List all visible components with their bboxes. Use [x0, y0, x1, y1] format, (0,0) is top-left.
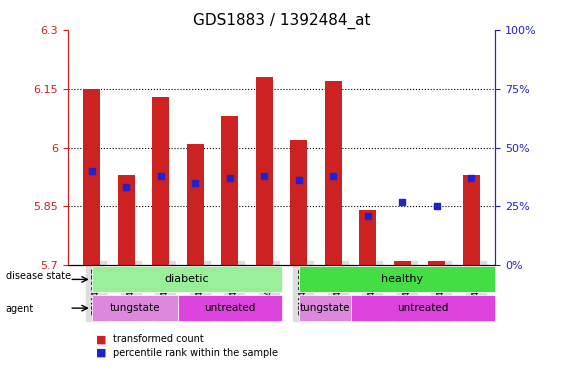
FancyBboxPatch shape [299, 267, 495, 292]
Point [156, 173, 165, 179]
Text: ■: ■ [96, 348, 106, 357]
Text: untreated: untreated [397, 303, 449, 313]
FancyBboxPatch shape [92, 295, 178, 321]
Point [122, 184, 131, 190]
FancyBboxPatch shape [351, 295, 495, 321]
Text: untreated: untreated [204, 303, 256, 313]
Bar [186, 144, 204, 265]
Text: healthy: healthy [381, 274, 423, 284]
Point [432, 203, 441, 209]
Bar [221, 116, 238, 265]
Bar [256, 77, 273, 265]
Bar [359, 210, 377, 265]
Bar [118, 175, 135, 265]
Point [260, 173, 269, 179]
Point [225, 175, 234, 181]
Text: diabetic: diabetic [164, 274, 209, 284]
Point [329, 173, 338, 179]
Bar [463, 175, 480, 265]
Point [294, 177, 303, 183]
FancyBboxPatch shape [299, 295, 351, 321]
Title: GDS1883 / 1392484_at: GDS1883 / 1392484_at [193, 12, 370, 28]
Text: ■: ■ [96, 334, 106, 344]
Text: agent: agent [6, 304, 34, 314]
Point [191, 180, 200, 186]
Bar [394, 261, 411, 265]
Bar [152, 97, 169, 265]
FancyBboxPatch shape [92, 267, 282, 292]
Point [363, 213, 372, 219]
Bar [428, 261, 445, 265]
Text: transformed count: transformed count [113, 334, 203, 344]
Bar [290, 140, 307, 265]
Text: tungstate: tungstate [110, 303, 160, 313]
Bar [325, 81, 342, 265]
Text: disease state: disease state [6, 271, 71, 280]
Point [87, 168, 96, 174]
Text: tungstate: tungstate [300, 303, 350, 313]
Bar [83, 89, 100, 265]
Point [398, 199, 407, 205]
FancyBboxPatch shape [178, 295, 282, 321]
Point [467, 175, 476, 181]
Text: percentile rank within the sample: percentile rank within the sample [113, 348, 278, 357]
